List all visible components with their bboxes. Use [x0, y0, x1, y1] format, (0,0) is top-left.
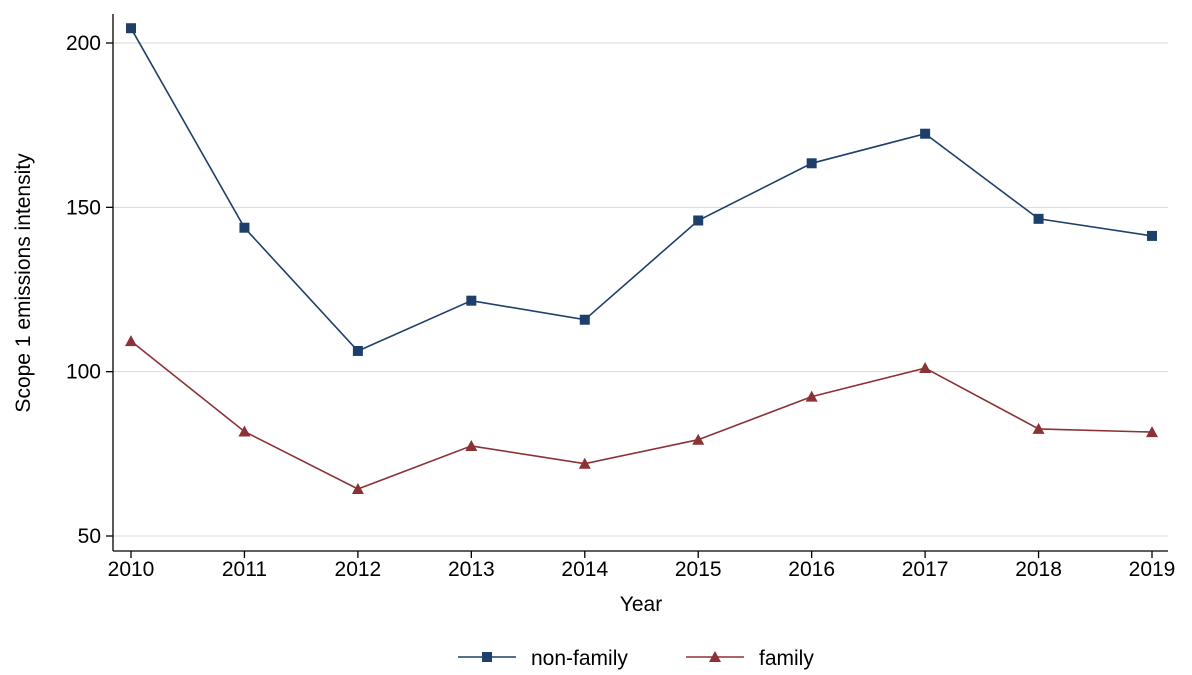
series-line-non-family	[130, 27, 1153, 352]
y-tick-label: 100	[66, 361, 101, 384]
y-ticks: 50 100 150 200	[66, 32, 113, 548]
x-axis-title: Year	[620, 593, 662, 616]
data-point-family-2013	[465, 439, 478, 451]
series	[125, 23, 1158, 495]
gridlines	[113, 42, 1168, 537]
x-tick-label: 2013	[448, 558, 495, 581]
x-tick-label: 2016	[788, 558, 835, 581]
data-point-family-2014	[578, 457, 591, 469]
data-point-non-family-2016	[806, 158, 817, 169]
x-tick-label: 2011	[222, 558, 267, 581]
data-point-non-family-2012	[352, 345, 363, 356]
data-point-family-2019	[1146, 426, 1158, 438]
legend-item-family: family	[686, 647, 814, 670]
series-line-family	[130, 340, 1153, 490]
data-point-non-family-2019	[1147, 230, 1157, 241]
x-tick-label: 2014	[561, 558, 608, 581]
data-point-non-family-2017	[920, 128, 931, 139]
x-ticks: 2010 2011 2012 2013 2014 2015 2016 2017 2018 2019	[108, 551, 1176, 581]
y-axis-title: Scope 1 emissions intensity	[12, 153, 35, 413]
data-point-non-family-2010	[126, 23, 136, 34]
legend: non-family family	[458, 647, 814, 670]
data-point-family-2012	[351, 483, 364, 495]
data-point-family-2010	[125, 335, 137, 347]
data-point-non-family-2018	[1033, 213, 1044, 224]
y-tick-label: 50	[78, 525, 101, 548]
series-family	[125, 335, 1158, 495]
axes	[112, 14, 1168, 552]
legend-label-non-family: non-family	[531, 647, 628, 670]
series-non-family	[126, 23, 1157, 356]
data-point-non-family-2011	[239, 222, 250, 233]
data-point-family-2018	[1032, 422, 1045, 434]
data-point-non-family-2014	[579, 314, 590, 325]
legend-item-non-family: non-family	[458, 647, 628, 670]
data-point-family-2016	[805, 390, 818, 402]
x-tick-label: 2019	[1129, 558, 1176, 581]
data-point-family-2015	[692, 433, 705, 445]
data-point-non-family-2015	[693, 215, 704, 226]
x-tick-label: 2018	[1015, 558, 1062, 581]
x-tick-label: 2010	[108, 558, 155, 581]
x-tick-label: 2012	[335, 558, 382, 581]
y-tick-label: 150	[66, 196, 101, 219]
x-tick-label: 2017	[902, 558, 949, 581]
data-point-non-family-2013	[466, 295, 477, 306]
legend-marker-triangle-icon	[709, 651, 721, 662]
legend-label-family: family	[759, 647, 814, 670]
y-tick-label: 200	[66, 32, 101, 55]
x-tick-label: 2015	[675, 558, 722, 581]
legend-marker-square-icon	[482, 652, 492, 662]
data-point-family-2017	[919, 362, 932, 374]
data-point-family-2011	[238, 425, 251, 437]
